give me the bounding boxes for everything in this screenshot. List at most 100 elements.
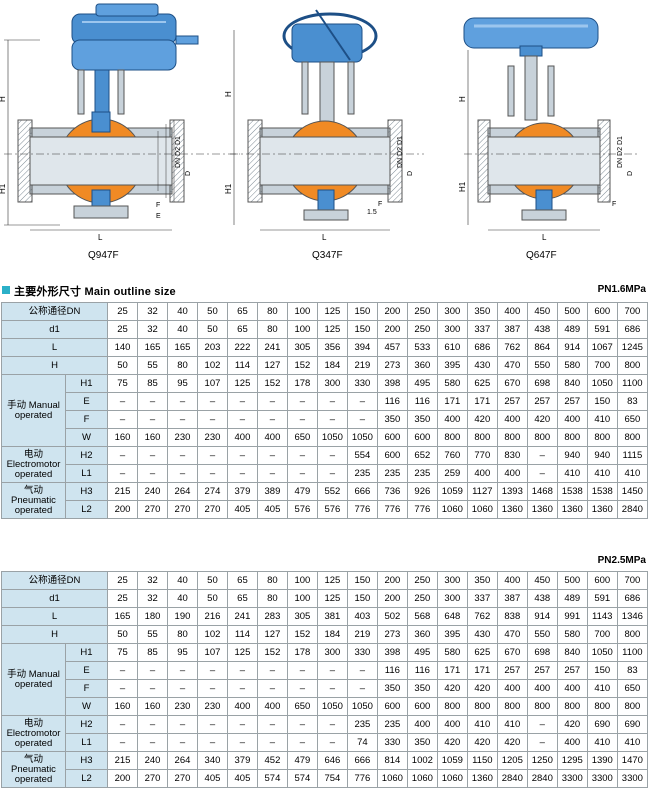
table-cell: 80 <box>256 589 288 608</box>
table-cell: 800 <box>616 697 649 716</box>
row-label: d1 <box>0 320 109 339</box>
table-cell: 350 <box>406 733 438 752</box>
table-cell: 125 <box>316 589 348 608</box>
group-label: 电动 Electromotor operated <box>1 715 66 752</box>
table-cell: – <box>196 464 228 483</box>
table-cell: 670 <box>496 374 528 393</box>
table-cell: 152 <box>286 625 318 644</box>
svg-text:L: L <box>542 233 547 242</box>
table-cell: 776 <box>406 500 438 519</box>
table-cell: 283 <box>256 607 288 626</box>
table-cell: 395 <box>436 625 468 644</box>
table-cell: 241 <box>226 607 258 626</box>
table-cell: 1205 <box>496 751 528 770</box>
row-label: 公称通径DN <box>0 302 109 321</box>
table-cell: 178 <box>286 374 318 393</box>
table-cell: 610 <box>436 338 468 357</box>
table-cell: – <box>256 464 288 483</box>
table-cell: 305 <box>286 607 318 626</box>
table-cell: 686 <box>616 589 649 608</box>
table-cell: 1100 <box>616 374 649 393</box>
table-cell: 686 <box>466 338 498 357</box>
svg-text:F: F <box>612 201 616 208</box>
table-cell: 360 <box>406 356 438 375</box>
table-cell: 470 <box>496 625 528 644</box>
table-cell: 350 <box>376 410 408 429</box>
table-cell: 410 <box>586 733 618 752</box>
table-cell: 235 <box>376 715 408 734</box>
table-cell: 666 <box>346 751 378 770</box>
table-cell: – <box>226 392 258 411</box>
table-cell: 250 <box>406 589 438 608</box>
table-cell: 330 <box>376 733 408 752</box>
row-label: H3 <box>64 482 109 501</box>
table-cell: 200 <box>376 571 408 590</box>
table-cell: – <box>196 679 228 698</box>
table-cell: 576 <box>316 500 348 519</box>
table-cell: 800 <box>616 356 649 375</box>
table-cell: 389 <box>256 482 288 501</box>
table-cell: 800 <box>466 697 498 716</box>
table-cell: 257 <box>496 392 528 411</box>
table-cell: 574 <box>286 769 318 788</box>
table-cell: 776 <box>346 769 378 788</box>
table-cell: 690 <box>616 715 649 734</box>
table-cell: 600 <box>406 428 438 447</box>
table-cell: 762 <box>466 607 498 626</box>
table-cell: 300 <box>436 589 468 608</box>
table-cell: 840 <box>556 643 588 662</box>
svg-text:DN D2 D1: DN D2 D1 <box>397 136 404 168</box>
table-cell: 398 <box>376 643 408 662</box>
table-cell: 200 <box>376 302 408 321</box>
svg-text:H1: H1 <box>224 183 233 194</box>
table-cell: 50 <box>196 571 228 590</box>
spec-table-pn25: 公称通径DN 25 32 40 50 65 80 100 125 150 200 250 300 350 4… <box>0 571 649 788</box>
table-row: 公称通径DN 25 32 40 50 65 80 100 125 150 200 250 300 350 4… <box>0 302 649 321</box>
table-cell: – <box>316 715 348 734</box>
table-cell: 400 <box>556 733 588 752</box>
table-row: W 160 160 230 230 400 400 650 1050 1050 600 600 800 8… <box>2 697 649 716</box>
table-cell: 479 <box>286 482 318 501</box>
table-cell: 160 <box>137 428 168 447</box>
table-cell: 410 <box>616 733 649 752</box>
table-cell: 80 <box>256 302 288 321</box>
table-cell: – <box>286 679 318 698</box>
table-cell: – <box>137 464 168 483</box>
table-cell: 650 <box>286 428 318 447</box>
table-cell: 1115 <box>616 446 649 465</box>
table-cell: – <box>286 392 318 411</box>
table-row: L 140 165 165 203 222 241 305 356 394 457 533 610 686… <box>0 338 649 357</box>
table-cell: 400 <box>226 697 258 716</box>
table-cell: – <box>166 392 198 411</box>
table-row: 气动 Pneumatic operated H3 215 240 264 274 379 38… <box>1 482 649 519</box>
table-cell: 116 <box>406 392 438 411</box>
table-cell: 340 <box>196 751 228 770</box>
table-cell: 400 <box>496 464 528 483</box>
table-cell: 410 <box>586 410 618 429</box>
table-cell: 171 <box>466 661 498 680</box>
table-cell: 184 <box>316 625 348 644</box>
table-cell: – <box>107 446 138 465</box>
diagram-q347f: H H1 L DN D2 D1 D 1.5 F Q347F <box>224 9 424 261</box>
table-cell: – <box>196 392 228 411</box>
table-cell: 270 <box>137 500 168 519</box>
table-cell: 580 <box>556 356 588 375</box>
table-cell: 576 <box>286 500 318 519</box>
table-cell: 273 <box>376 625 408 644</box>
table-cell: – <box>316 392 348 411</box>
table-row: W 160 160 230 230 400 400 650 1050 1050 600 600 800 8… <box>2 428 649 447</box>
table-cell: 800 <box>526 428 558 447</box>
table-cell: – <box>166 464 198 483</box>
table-cell: – <box>137 661 168 680</box>
table-cell: 700 <box>616 302 649 321</box>
table-cell: 1060 <box>436 769 468 788</box>
table-cell: – <box>196 410 228 429</box>
table-cell: 65 <box>226 320 258 339</box>
table-cell: – <box>286 464 318 483</box>
table-cell: – <box>286 410 318 429</box>
table-cell: 648 <box>436 607 468 626</box>
table-cell: – <box>346 661 378 680</box>
svg-text:L: L <box>98 233 103 242</box>
table-cell: 470 <box>496 356 528 375</box>
table-cell: 270 <box>196 500 228 519</box>
